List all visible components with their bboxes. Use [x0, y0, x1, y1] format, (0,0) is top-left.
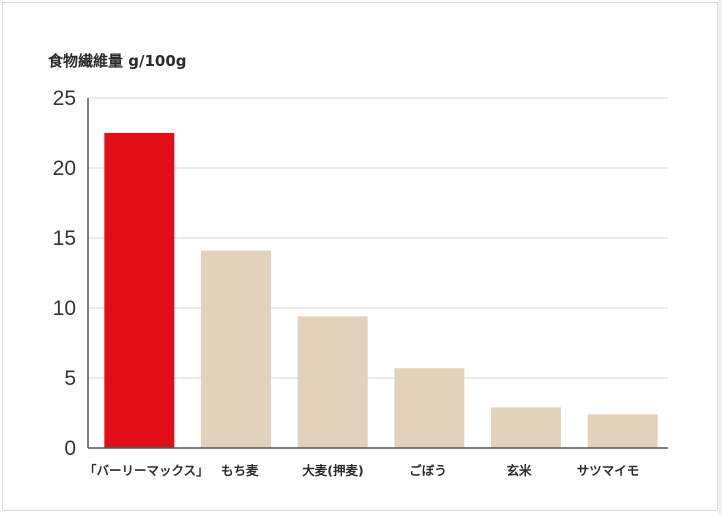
bar-1 — [201, 250, 271, 448]
bars — [104, 133, 658, 448]
x-tick-label: もち麦 — [221, 463, 259, 478]
bar-5 — [587, 414, 658, 448]
x-tick-label: 玄米 — [506, 463, 532, 478]
y-tick-label: 5 — [64, 367, 76, 390]
x-tick-label: ごぼう — [409, 463, 447, 478]
y-tick-label: 15 — [53, 227, 76, 250]
y-tick-label: 10 — [53, 297, 76, 320]
bar-0 — [104, 133, 175, 448]
gridlines — [88, 97, 668, 379]
edge-shade — [718, 0, 722, 515]
x-tick-labels: 「バーリーマックス」 もち麦 大麦(押麦) ごぼう 玄米 サツマイモ — [84, 463, 639, 478]
x-tick-label: サツマイモ — [577, 463, 640, 478]
y-tick-label: 25 — [53, 87, 76, 110]
y-tick-label: 20 — [53, 157, 76, 180]
x-tick-label: 「バーリーマックス」 — [84, 463, 209, 478]
y-tick-labels: 0 5 10 15 20 25 — [53, 87, 76, 460]
bar-4 — [491, 407, 561, 448]
bar-2 — [297, 316, 368, 448]
bar-3 — [394, 368, 465, 448]
y-tick-label: 0 — [64, 437, 76, 460]
y-axis-label: 食物繊維量 g/100g — [48, 52, 187, 70]
x-tick-label: 大麦(押麦) — [302, 463, 363, 478]
